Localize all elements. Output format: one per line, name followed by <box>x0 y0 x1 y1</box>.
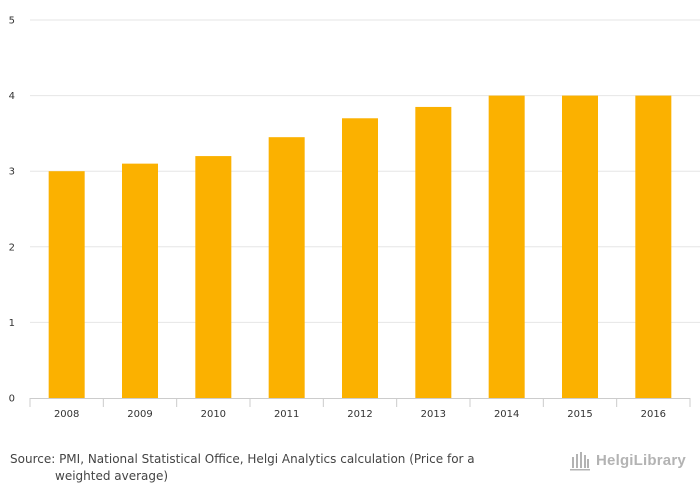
x-tick-label: 2014 <box>494 409 519 420</box>
bar-2009 <box>122 163 158 398</box>
y-tick-label: 5 <box>9 16 15 27</box>
bar-2010 <box>195 156 232 398</box>
x-axis-tick-labels: 2008 2009 2010 2011 2012 2013 2014 2015 2016 <box>54 409 666 420</box>
x-tick-label: 2016 <box>641 409 666 420</box>
x-tick-label: 2009 <box>127 409 152 420</box>
bar-2011 <box>268 137 305 398</box>
x-tick-label: 2010 <box>201 409 226 420</box>
x-tick-label: 2008 <box>54 409 79 420</box>
x-tick-label: 2012 <box>347 409 372 420</box>
y-tick-label: 4 <box>9 91 15 102</box>
x-tick-label: 2011 <box>274 409 299 420</box>
bar-2008 <box>48 171 85 398</box>
bar-2014 <box>488 95 525 398</box>
bar-2012 <box>342 118 378 398</box>
source-line-1: Source: PMI, National Statistical Office… <box>10 452 475 466</box>
y-axis-tick-labels: 0 1 2 3 4 5 <box>9 16 15 405</box>
bar-2015 <box>562 95 598 398</box>
y-tick-label: 0 <box>9 394 15 405</box>
source-note: Source: PMI, National Statistical Office… <box>10 451 530 485</box>
x-tick-label: 2015 <box>567 409 592 420</box>
brand-logo: HelgiLibrary <box>568 448 686 472</box>
brand-text: HelgiLibrary <box>596 451 686 469</box>
bars <box>48 95 672 398</box>
y-tick-label: 3 <box>9 167 15 178</box>
y-tick-label: 1 <box>9 318 15 329</box>
library-building-icon <box>570 452 590 471</box>
bar-2013 <box>415 106 452 398</box>
x-axis <box>29 398 691 407</box>
y-tick-label: 2 <box>9 242 15 253</box>
x-tick-label: 2013 <box>421 409 446 420</box>
source-line-2: weighted average) <box>55 469 169 483</box>
bar-2016 <box>635 95 672 398</box>
